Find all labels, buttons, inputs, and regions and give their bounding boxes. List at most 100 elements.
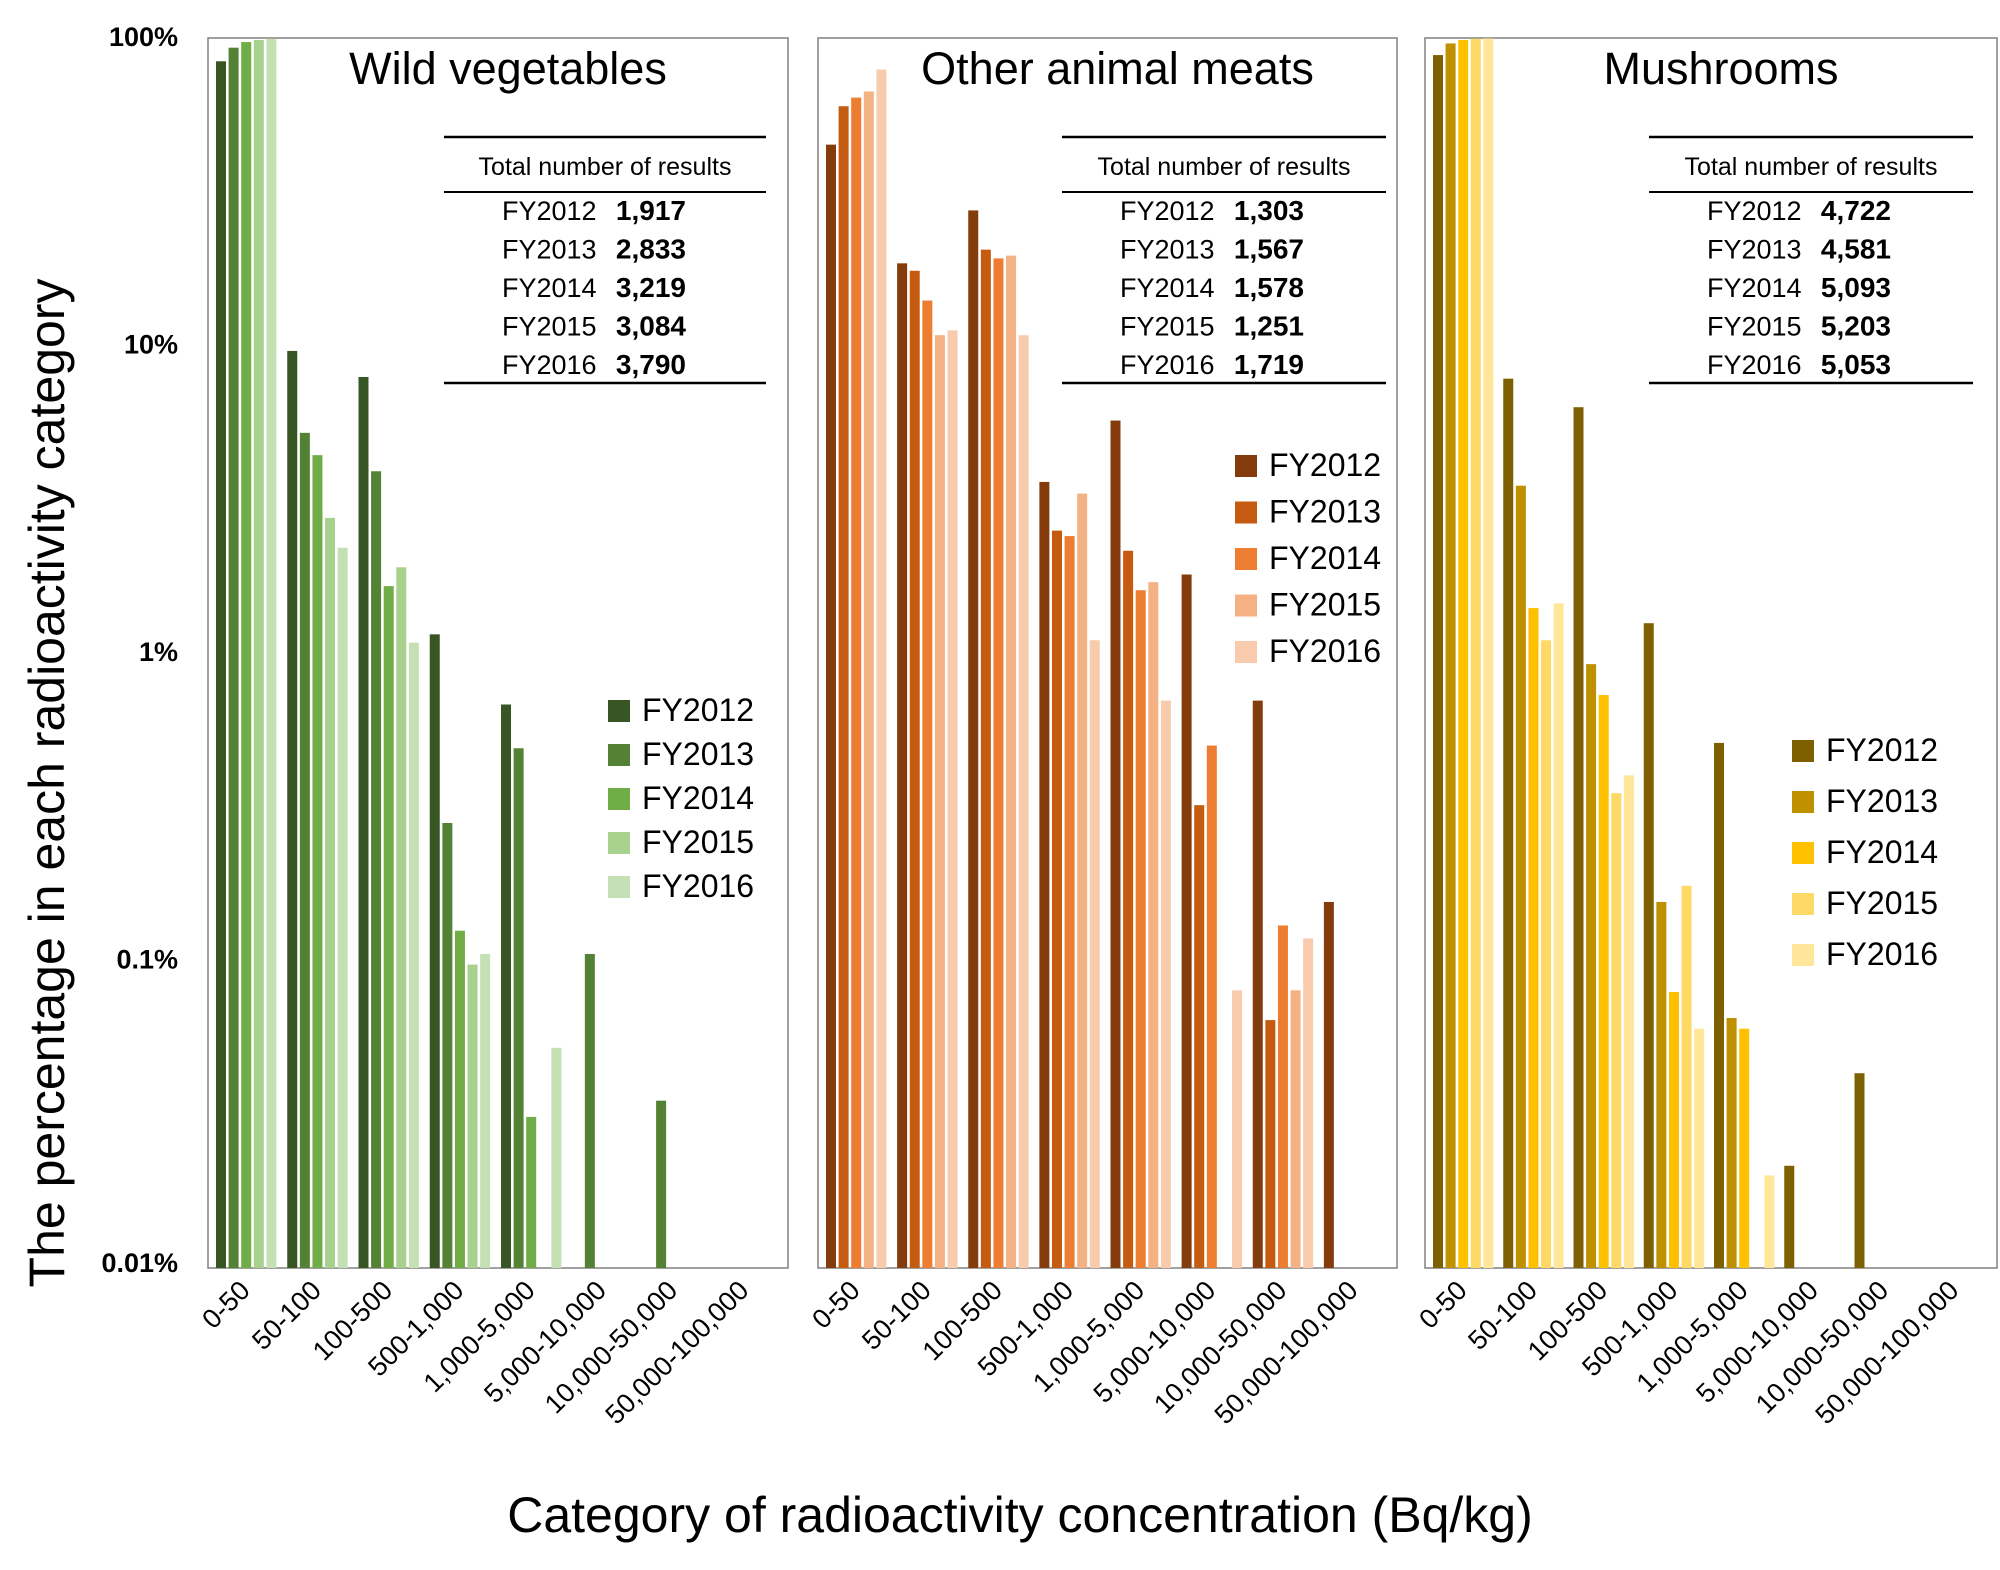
bar-0-50-fy2015 bbox=[253, 40, 264, 1269]
bar-0-50-fy2016 bbox=[876, 69, 887, 1269]
bar-10-000-50-000-fy2016 bbox=[1303, 938, 1314, 1268]
bar-50-100-fy2013 bbox=[909, 270, 920, 1268]
legend-swatch-fy2012 bbox=[1235, 455, 1257, 477]
x-tick-label-0-50: 0-50 bbox=[1413, 1275, 1472, 1334]
bar-100-500-fy2016 bbox=[1018, 335, 1029, 1269]
bar-0-50-fy2013 bbox=[228, 47, 239, 1268]
legend-label-fy2015: FY2015 bbox=[1269, 587, 1381, 623]
bar-100-500-fy2014 bbox=[1598, 695, 1609, 1268]
legend-swatch-fy2014 bbox=[608, 788, 630, 810]
bar-10-000-50-000-fy2015 bbox=[1290, 990, 1301, 1268]
bar-500-1-000-fy2014 bbox=[454, 930, 465, 1268]
table-year: FY2016 bbox=[502, 350, 597, 380]
table-count: 5,053 bbox=[1821, 349, 1891, 380]
bar-0-50-fy2016 bbox=[266, 38, 277, 1268]
x-tick-label-0-50: 0-50 bbox=[196, 1275, 255, 1334]
bar-0-50-fy2012 bbox=[216, 61, 226, 1268]
bar-500-1-000-fy2016 bbox=[480, 953, 491, 1268]
bar-50-100-fy2015 bbox=[325, 517, 336, 1268]
table-year: FY2015 bbox=[1120, 312, 1215, 342]
panel-mushrooms: 0-5050-100100-500500-1,0001,000-5,0005,0… bbox=[1413, 37, 1998, 1430]
bar-10-000-50-000-fy2012 bbox=[1854, 1073, 1865, 1268]
bar-500-1-000-fy2015 bbox=[467, 964, 478, 1268]
bar-100-500-fy2012 bbox=[358, 376, 369, 1268]
bar-1-000-5-000-fy2014 bbox=[526, 1116, 537, 1268]
panel-other-animal-meats: 0-5050-100100-500500-1,0001,000-5,0005,0… bbox=[806, 37, 1398, 1430]
legend-label-fy2014: FY2014 bbox=[642, 780, 754, 816]
table-count: 4,722 bbox=[1821, 195, 1891, 226]
x-tick-label-5-000-10-000: 5,000-10,000 bbox=[1690, 1275, 1824, 1409]
table-count: 1,719 bbox=[1234, 349, 1304, 380]
table-count: 5,093 bbox=[1821, 272, 1891, 303]
bar-100-500-fy2012 bbox=[968, 210, 979, 1269]
table-count: 1,303 bbox=[1234, 195, 1304, 226]
legend-swatch-fy2014 bbox=[1792, 842, 1814, 864]
bar-10-000-50-000-fy2013 bbox=[1265, 1020, 1276, 1268]
legend-swatch-fy2012 bbox=[1792, 740, 1814, 762]
y-tick-label-100: 100% bbox=[109, 22, 178, 52]
legend-label-fy2012: FY2012 bbox=[642, 692, 754, 728]
bar-100-500-fy2015 bbox=[1006, 255, 1017, 1269]
legend-label-fy2016: FY2016 bbox=[1826, 936, 1938, 972]
bar-0-50-fy2013 bbox=[838, 106, 849, 1268]
bar-50-100-fy2014 bbox=[1528, 608, 1539, 1268]
bar-100-500-fy2016 bbox=[408, 642, 419, 1268]
bar-500-1-000-fy2012 bbox=[1039, 481, 1050, 1268]
legend-label-fy2013: FY2013 bbox=[1269, 494, 1381, 530]
bar-50-000-100-000-fy2012 bbox=[1323, 901, 1334, 1268]
plot-frame bbox=[817, 37, 1398, 1269]
panel-wild-vegetables: 0-5050-100100-500500-1,0001,000-5,0005,0… bbox=[196, 37, 789, 1430]
legend-swatch-fy2015 bbox=[608, 832, 630, 854]
table-year: FY2016 bbox=[1707, 350, 1802, 380]
table-year: FY2012 bbox=[1120, 196, 1215, 226]
bar-500-1-000-fy2016 bbox=[1089, 640, 1100, 1268]
bar-0-50-fy2014 bbox=[851, 97, 862, 1269]
table-year: FY2016 bbox=[1120, 350, 1215, 380]
legend-label-fy2014: FY2014 bbox=[1826, 834, 1938, 870]
bar-50-100-fy2014 bbox=[922, 300, 933, 1268]
legend-swatch-fy2012 bbox=[608, 700, 630, 722]
bar-50-100-fy2013 bbox=[1515, 485, 1526, 1268]
bar-1-000-5-000-fy2016 bbox=[551, 1047, 562, 1268]
y-axis-label: The percentage in each radioactivity cat… bbox=[19, 279, 75, 1288]
bar-50-100-fy2015 bbox=[1541, 640, 1552, 1268]
bar-1-000-5-000-fy2012 bbox=[1110, 420, 1121, 1268]
bar-500-1-000-fy2015 bbox=[1681, 885, 1692, 1268]
bar-500-1-000-fy2016 bbox=[1694, 1028, 1705, 1268]
bar-500-1-000-fy2013 bbox=[1051, 530, 1062, 1268]
bar-50-100-fy2013 bbox=[299, 432, 310, 1268]
bar-500-1-000-fy2012 bbox=[1643, 623, 1654, 1268]
y-tick-label-1: 1% bbox=[139, 637, 178, 667]
bar-50-100-fy2012 bbox=[1503, 378, 1514, 1268]
bar-100-500-fy2016 bbox=[1623, 775, 1634, 1268]
bar-1-000-5-000-fy2016 bbox=[1764, 1175, 1775, 1268]
bar-5-000-10-000-fy2012 bbox=[1784, 1165, 1795, 1268]
bar-5-000-10-000-fy2013 bbox=[1194, 805, 1205, 1268]
table-count: 2,833 bbox=[616, 234, 686, 265]
bar-100-500-fy2013 bbox=[1586, 664, 1597, 1268]
bar-100-500-fy2014 bbox=[383, 586, 394, 1268]
plot-frame bbox=[207, 37, 789, 1269]
table-year: FY2012 bbox=[502, 196, 597, 226]
table-count: 5,203 bbox=[1821, 311, 1891, 342]
legend-label-fy2014: FY2014 bbox=[1269, 540, 1381, 576]
table-count: 4,581 bbox=[1821, 234, 1891, 265]
bar-50-100-fy2014 bbox=[312, 455, 323, 1268]
bar-10-000-50-000-fy2014 bbox=[1277, 925, 1288, 1268]
bar-100-500-fy2013 bbox=[980, 249, 991, 1268]
bar-500-1-000-fy2015 bbox=[1077, 493, 1088, 1268]
bar-0-50-fy2014 bbox=[1458, 40, 1469, 1269]
bar-5-000-10-000-fy2014 bbox=[1206, 745, 1217, 1268]
legend-swatch-fy2014 bbox=[1235, 548, 1257, 570]
legend-label-fy2016: FY2016 bbox=[1269, 633, 1381, 669]
bar-0-50-fy2016 bbox=[1483, 38, 1494, 1268]
legend-swatch-fy2016 bbox=[1792, 944, 1814, 966]
bar-50-100-fy2016 bbox=[1553, 603, 1564, 1268]
bar-5-000-10-000-fy2016 bbox=[1232, 990, 1243, 1268]
bar-500-1-000-fy2014 bbox=[1064, 536, 1075, 1268]
bar-1-000-5-000-fy2013 bbox=[513, 748, 524, 1268]
legend-swatch-fy2015 bbox=[1235, 594, 1257, 617]
bar-100-500-fy2012 bbox=[1573, 407, 1584, 1269]
table-year: FY2013 bbox=[1120, 235, 1215, 265]
legend-label-fy2013: FY2013 bbox=[1826, 783, 1938, 819]
